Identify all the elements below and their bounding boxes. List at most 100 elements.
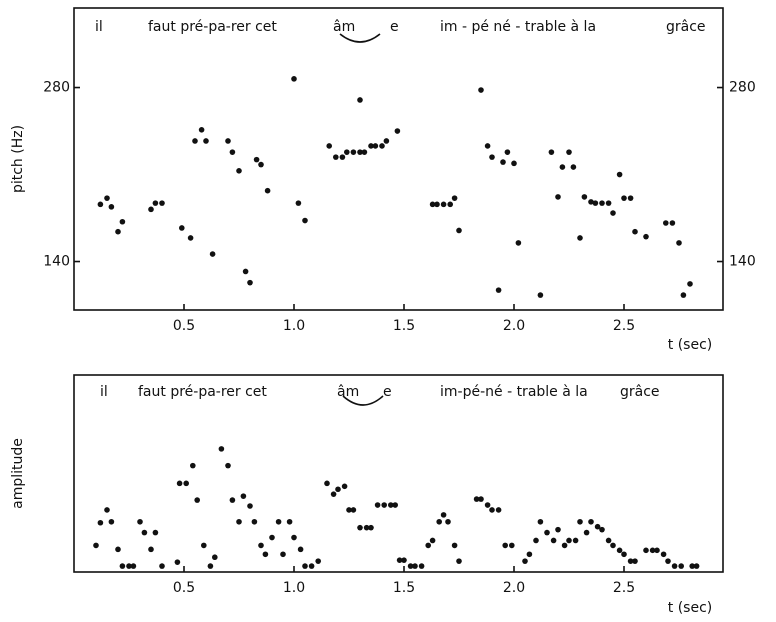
point <box>456 227 462 234</box>
point <box>264 187 271 194</box>
point <box>361 149 368 155</box>
point <box>357 149 363 155</box>
point <box>489 507 495 513</box>
point <box>621 195 627 201</box>
syllable-label: grâce <box>620 384 660 400</box>
point <box>308 563 315 569</box>
x-tick-label: 2.0 <box>503 318 525 334</box>
point <box>159 563 165 569</box>
point <box>680 292 687 298</box>
point <box>209 251 216 257</box>
point <box>383 138 390 144</box>
point <box>194 497 200 503</box>
point <box>192 138 198 144</box>
point <box>509 542 515 549</box>
point <box>115 546 121 553</box>
point <box>297 546 304 553</box>
point <box>445 518 451 525</box>
point <box>302 563 308 569</box>
point <box>561 542 568 549</box>
point <box>295 200 302 206</box>
y-tick-label: 280 <box>43 80 70 96</box>
point <box>440 201 447 208</box>
point <box>240 493 247 499</box>
point <box>236 168 242 174</box>
point <box>247 503 253 509</box>
point <box>212 554 218 561</box>
point <box>137 518 143 525</box>
point <box>594 523 601 530</box>
point <box>381 502 388 508</box>
point <box>599 200 605 206</box>
x-tick-label: 1.5 <box>393 580 415 596</box>
point <box>159 200 165 206</box>
point <box>236 518 242 525</box>
point <box>97 519 104 526</box>
point <box>451 542 458 549</box>
point <box>269 534 275 541</box>
syllable-label: il <box>100 384 108 400</box>
point <box>678 563 684 569</box>
point <box>436 518 443 525</box>
point <box>258 542 264 549</box>
point <box>456 558 462 564</box>
syllable-label: im - pé né - trable à la <box>440 19 596 35</box>
point <box>247 279 253 286</box>
y-axis-label: pitch (Hz) <box>10 125 26 193</box>
point <box>669 220 676 226</box>
point <box>559 164 566 170</box>
point <box>676 240 682 246</box>
point <box>275 518 282 525</box>
point <box>324 480 330 487</box>
point <box>388 502 394 508</box>
point <box>537 518 544 525</box>
point <box>97 201 104 208</box>
x-tick-label: 0.5 <box>173 580 195 596</box>
x-tick-label: 1.5 <box>393 318 415 334</box>
point <box>566 149 572 155</box>
point <box>544 529 550 536</box>
y-axis-label: amplitude <box>10 438 26 509</box>
point <box>451 195 458 201</box>
point <box>665 558 671 564</box>
point <box>478 87 484 93</box>
point <box>152 529 159 536</box>
point <box>225 138 231 144</box>
point <box>570 164 577 170</box>
point <box>610 210 616 216</box>
point <box>489 154 495 160</box>
point <box>605 537 612 544</box>
point <box>286 518 293 525</box>
point <box>350 149 357 155</box>
point <box>119 218 126 225</box>
point <box>174 559 181 565</box>
point <box>190 462 196 469</box>
point <box>330 491 337 497</box>
point <box>572 537 579 544</box>
point <box>401 557 407 563</box>
point <box>548 149 555 155</box>
point <box>363 524 370 531</box>
point <box>484 143 491 149</box>
point <box>357 524 363 531</box>
point <box>502 542 509 549</box>
point <box>555 194 561 200</box>
point <box>555 526 561 533</box>
point <box>396 557 403 563</box>
point <box>500 159 506 165</box>
tie-arc <box>339 33 381 43</box>
point <box>495 507 502 513</box>
x-tick-label: 1.0 <box>283 580 305 596</box>
point <box>368 143 374 149</box>
point <box>372 143 379 149</box>
point <box>687 281 693 287</box>
point <box>326 143 333 149</box>
syllable-label: il <box>95 19 103 35</box>
point <box>537 292 544 298</box>
point <box>225 462 231 469</box>
point <box>616 171 623 178</box>
point <box>183 480 189 487</box>
point <box>291 534 297 541</box>
point <box>418 563 425 569</box>
point <box>93 542 99 549</box>
